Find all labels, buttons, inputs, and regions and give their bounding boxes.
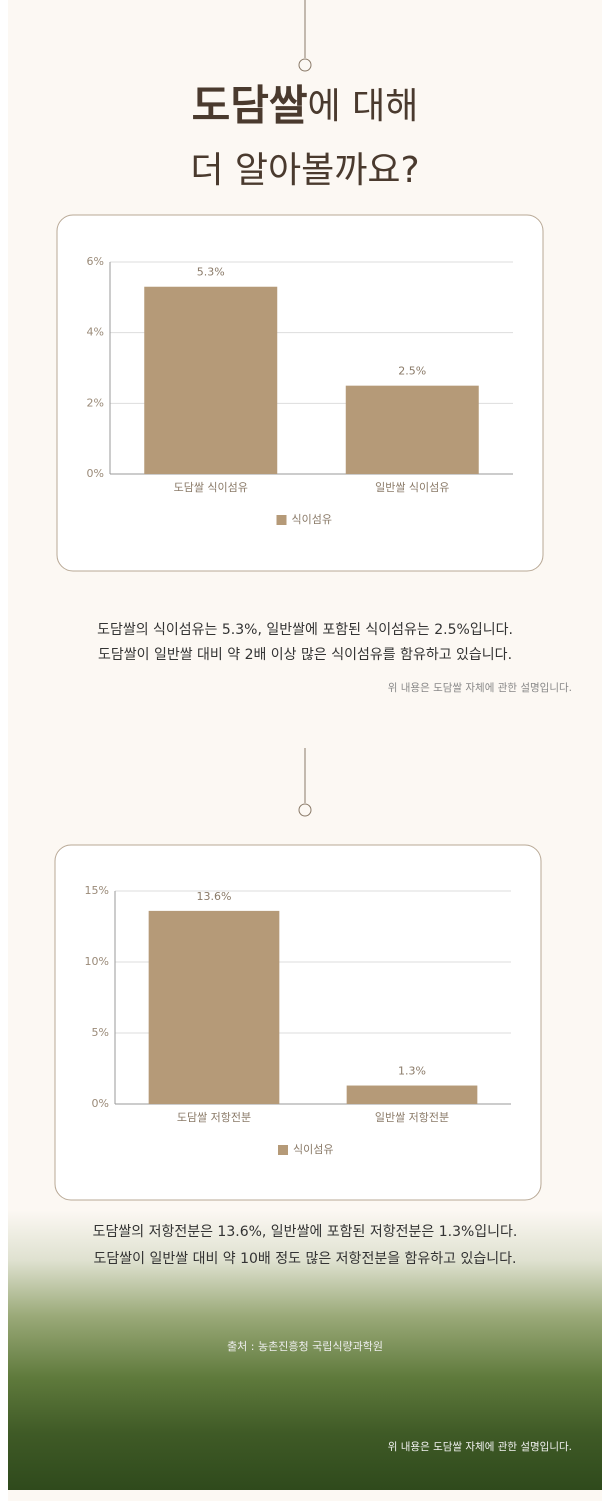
source: 출처 : 농촌진흥청 국립식량과학원 bbox=[227, 1339, 383, 1353]
legend-label: 식이섬유 bbox=[293, 1143, 333, 1156]
value-label: 1.3% bbox=[398, 1065, 426, 1078]
y-tick-label: 5% bbox=[92, 1026, 109, 1039]
bar bbox=[345, 385, 479, 474]
body-text: 도담쌀의 식이섬유는 5.3%, 일반쌀에 포함된 식이섬유는 2.5%입니다. bbox=[97, 622, 513, 638]
note: 위 내용은 도담쌀 자체에 관한 설명입니다. bbox=[388, 681, 572, 694]
bar bbox=[148, 910, 280, 1104]
value-label: 5.3% bbox=[197, 266, 225, 279]
x-tick-label: 일반쌀 식이섬유 bbox=[375, 480, 449, 494]
body-text: 도담쌀의 저항전분은 13.6%, 일반쌀에 포함된 저항전분은 1.3%입니다… bbox=[93, 1224, 518, 1240]
legend-swatch bbox=[276, 515, 287, 525]
y-tick-label: 6% bbox=[87, 255, 104, 268]
legend-swatch bbox=[278, 1145, 288, 1155]
y-tick-label: 2% bbox=[87, 396, 104, 409]
x-tick-label: 일반쌀 저항전분 bbox=[375, 1110, 449, 1124]
ornament-circle bbox=[298, 58, 312, 72]
bar bbox=[144, 286, 278, 474]
y-tick-label: 0% bbox=[87, 467, 104, 480]
x-tick-label: 도담쌀 저항전분 bbox=[177, 1111, 251, 1124]
y-tick-label: 15% bbox=[85, 884, 109, 897]
title-rest: 에 대해 bbox=[308, 86, 419, 127]
title-strong: 도담쌀 bbox=[192, 81, 308, 130]
title-line: 더 알아볼까요? bbox=[190, 150, 419, 191]
rice-field-image bbox=[8, 1210, 602, 1490]
value-label: 13.6% bbox=[197, 890, 232, 903]
value-label: 2.5% bbox=[398, 365, 426, 378]
legend-label: 식이섬유 bbox=[292, 513, 332, 526]
body-text: 도담쌀이 일반쌀 대비 약 2배 이상 많은 식이섬유를 함유하고 있습니다. bbox=[98, 647, 512, 663]
bar bbox=[346, 1085, 478, 1104]
body-text: 도담쌀이 일반쌀 대비 약 10배 정도 많은 저항전분을 함유하고 있습니다. bbox=[94, 1251, 517, 1267]
title-line: 도담쌀에 대해 bbox=[192, 81, 419, 130]
ornament-circle bbox=[298, 803, 312, 817]
y-tick-label: 0% bbox=[92, 1097, 109, 1110]
x-tick-label: 도담쌀 식이섬유 bbox=[174, 481, 248, 494]
y-tick-label: 10% bbox=[85, 955, 109, 968]
note: 위 내용은 도담쌀 자체에 관한 설명입니다. bbox=[388, 1440, 572, 1453]
y-tick-label: 4% bbox=[87, 326, 104, 339]
